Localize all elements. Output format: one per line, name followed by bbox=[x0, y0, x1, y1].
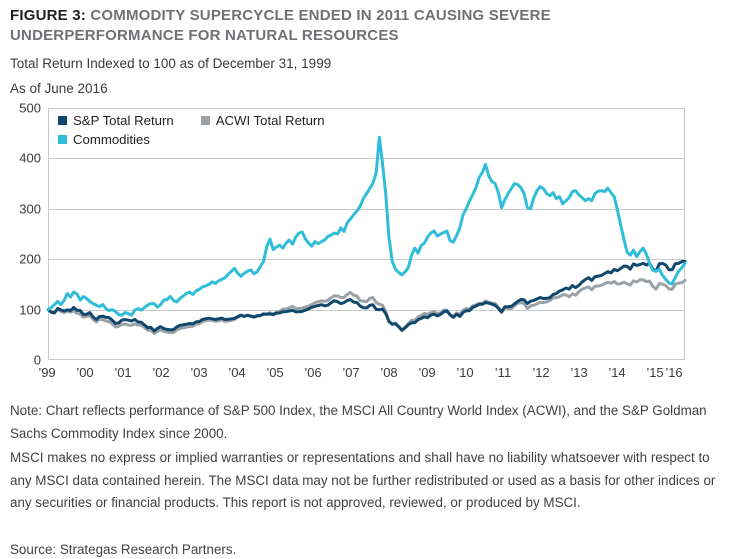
x-axis-label-06: ’06 bbox=[304, 365, 321, 380]
legend-row-1: S&P Total Return ACWI Total Return bbox=[58, 111, 352, 130]
s-p-total-return-series-line bbox=[46, 259, 687, 333]
x-axis-label-03: ’03 bbox=[190, 365, 207, 380]
source-line: Source: Strategas Research Partners. bbox=[10, 542, 237, 557]
acwi-total-return-series-line bbox=[46, 278, 687, 335]
figure-title-text: COMMODITY SUPERCYCLE ENDED IN 2011 CAUSI… bbox=[10, 7, 551, 44]
commodities-series-line bbox=[46, 135, 687, 317]
acwi-legend-swatch bbox=[200, 116, 210, 125]
x-axis-label-10: ’10 bbox=[456, 365, 473, 380]
x-axis-label-02: ’02 bbox=[152, 365, 169, 380]
x-axis-label-09: ’09 bbox=[418, 365, 435, 380]
legend-row-2: Commodities bbox=[58, 130, 352, 149]
subtitle-as-of: As of June 2016 bbox=[10, 81, 108, 96]
legend-item-acwi: ACWI Total Return bbox=[200, 113, 325, 128]
msci-disclaimer: MSCI makes no express or implied warrant… bbox=[10, 450, 716, 510]
x-axis-label-07: ’07 bbox=[342, 365, 359, 380]
figure-title: FIGURE 3: COMMODITY SUPERCYCLE ENDED IN … bbox=[10, 6, 658, 46]
x-axis-label-05: ’05 bbox=[266, 365, 283, 380]
x-axis-label-14: ’14 bbox=[608, 365, 625, 380]
x-axis-label-13: ’13 bbox=[570, 365, 587, 380]
y-axis-label-400: 400 bbox=[19, 151, 41, 166]
x-axis-label-99: ’99 bbox=[38, 365, 55, 380]
x-axis-label-16: ’16 bbox=[665, 365, 682, 380]
y-axis-label-0: 0 bbox=[34, 353, 41, 368]
x-axis-label-08: ’08 bbox=[380, 365, 397, 380]
subtitle-index-basis: Total Return Indexed to 100 as of Decemb… bbox=[10, 56, 332, 71]
y-axis-label-200: 200 bbox=[19, 252, 41, 267]
x-axis-label-12: ’12 bbox=[532, 365, 549, 380]
y-axis-label-100: 100 bbox=[19, 303, 41, 318]
x-axis-label-15: ’15 bbox=[646, 365, 663, 380]
chart-legend: S&P Total Return ACWI Total Return Commo… bbox=[58, 111, 352, 149]
commodities-legend-swatch bbox=[58, 135, 67, 144]
legend-item-commodities: Commodities bbox=[58, 132, 150, 147]
x-axis-label-00: ’00 bbox=[76, 365, 93, 380]
x-axis-label-11: ’11 bbox=[495, 365, 511, 380]
x-axis-label-01: ’01 bbox=[114, 365, 131, 380]
legend-label-commodities: Commodities bbox=[73, 132, 150, 147]
chart-note: Note: Chart reflects performance of S&P … bbox=[10, 403, 707, 441]
legend-item-sp: S&P Total Return bbox=[58, 113, 174, 128]
plot-border bbox=[48, 108, 685, 360]
sp-legend-swatch bbox=[58, 116, 67, 125]
legend-label-acwi: ACWI Total Return bbox=[215, 113, 325, 128]
figure-label: FIGURE 3: bbox=[10, 7, 86, 24]
y-axis-label-500: 500 bbox=[19, 101, 41, 116]
y-axis-label-300: 300 bbox=[19, 202, 41, 217]
legend-label-sp: S&P Total Return bbox=[73, 113, 174, 128]
x-axis-label-04: ’04 bbox=[228, 365, 245, 380]
